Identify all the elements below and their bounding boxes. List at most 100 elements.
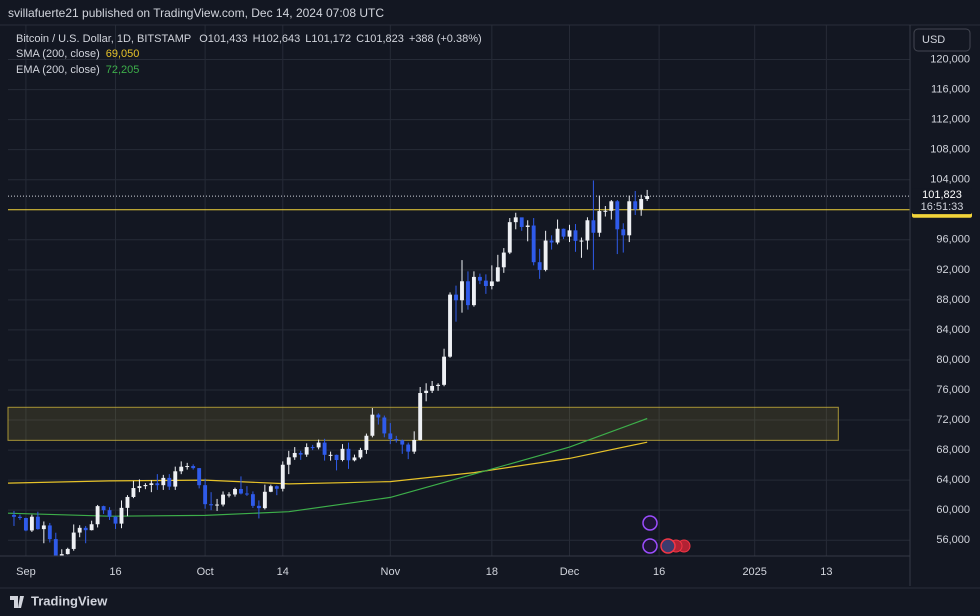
candle-body [149, 483, 154, 486]
candle-body [18, 516, 22, 518]
candle-body [131, 488, 136, 497]
candle-body [77, 527, 82, 533]
legend-value: O101,433 [199, 33, 247, 45]
candle-body [567, 230, 572, 237]
countdown-label: 16:51:33 [921, 201, 964, 213]
candle-body [65, 548, 70, 555]
candle-body [137, 486, 142, 489]
candle-body [555, 228, 560, 243]
y-tick-label: 76,000 [936, 384, 970, 396]
candle-body [537, 262, 542, 270]
y-tick-label: 112,000 [931, 114, 970, 126]
legend-symbol: Bitcoin / U.S. Dollar, 1D, BITSTAMP [16, 33, 191, 45]
candle-body [406, 444, 411, 452]
candle-body [436, 384, 441, 386]
event-icons [642, 515, 691, 554]
x-tick-label: 18 [486, 566, 498, 578]
candle-body [173, 471, 178, 487]
candle-body [376, 414, 381, 418]
candle-body [579, 240, 584, 242]
x-tick-label: Nov [381, 566, 401, 578]
event-icon[interactable] [660, 538, 676, 554]
plot-area [7, 180, 910, 556]
candle-body [418, 393, 423, 440]
candle-body [633, 201, 638, 210]
legend-value: L101,172 [305, 33, 351, 45]
candle-body [262, 491, 267, 509]
candle-body [233, 489, 237, 495]
candle-body [328, 454, 333, 456]
logo-mark [10, 596, 24, 608]
candle-body [310, 447, 315, 449]
candle-body [191, 466, 196, 469]
legend-indicator: EMA (200, close) 72,205 [16, 64, 139, 76]
candle-body [519, 217, 524, 227]
x-tick-label: 16 [109, 566, 121, 578]
candle-body [179, 466, 184, 472]
candle-body [477, 276, 482, 281]
candle-body [430, 385, 435, 391]
indicator-name: SMA (200, close) [16, 48, 100, 60]
candle-body [35, 516, 40, 530]
y-tick-label: 92,000 [936, 264, 970, 276]
candle-body [495, 267, 500, 282]
candle-body [483, 280, 488, 286]
candle-body [89, 524, 94, 531]
candle-body [227, 494, 231, 496]
y-tick-label: 60,000 [936, 504, 970, 516]
x-tick-label: 13 [820, 566, 832, 578]
candle-body [561, 228, 566, 237]
candle-body [627, 201, 632, 236]
candle-body [280, 464, 285, 489]
y-tick-label: 84,000 [936, 324, 970, 336]
y-tick-label: 72,000 [936, 414, 970, 426]
candle-body [83, 527, 88, 531]
candle-body [125, 496, 130, 508]
footer-logo: TradingView [31, 593, 108, 608]
candle-body [47, 525, 52, 540]
x-tick-label: Sep [16, 566, 36, 578]
candle-body [615, 201, 620, 230]
candle-body [645, 196, 650, 199]
candle-body [107, 510, 112, 517]
candle-body [209, 504, 214, 506]
candle-body [292, 452, 297, 458]
candle-body [442, 356, 447, 385]
candle-body [507, 222, 512, 253]
candle-body [394, 438, 399, 441]
candle-body [203, 485, 208, 505]
event-icon[interactable] [642, 538, 658, 554]
y-tick-label: 56,000 [936, 534, 970, 546]
candle-body [370, 414, 375, 436]
candle-body [400, 440, 405, 445]
candle-body [215, 504, 220, 506]
x-tick-label: 16 [653, 566, 665, 578]
candle-body [155, 483, 160, 486]
indicator-line [7, 417, 648, 517]
x-tick-label: Dec [560, 566, 580, 578]
x-tick-label: 2025 [742, 566, 766, 578]
candle-body [489, 281, 494, 286]
candle-body [119, 507, 124, 524]
candle-body [71, 532, 76, 549]
candle-body [382, 417, 387, 434]
candle-body [143, 485, 148, 487]
candle-body [286, 457, 291, 465]
indicator-name: EMA (200, close) [16, 64, 100, 76]
candle-body [29, 516, 34, 531]
currency-box[interactable] [913, 28, 971, 52]
candle-body [466, 281, 470, 306]
candle-body [221, 494, 225, 505]
candle-body [543, 240, 548, 270]
candle-body [53, 539, 58, 556]
candle-body [113, 516, 118, 524]
candle-body [424, 390, 429, 394]
support-zone [7, 406, 839, 441]
candle-body [244, 493, 249, 495]
y-tick-label: 108,000 [930, 144, 970, 156]
last-price-badge [912, 188, 972, 215]
candle-body [197, 468, 202, 486]
event-icon[interactable] [642, 515, 658, 531]
